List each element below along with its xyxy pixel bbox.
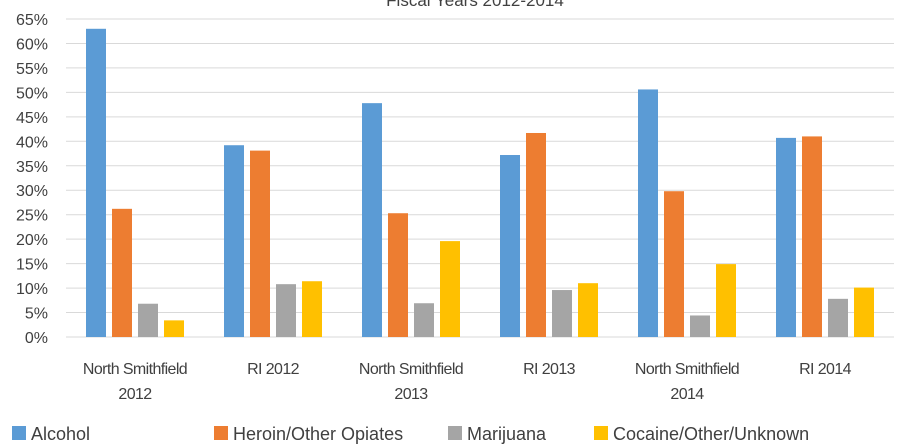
- y-tick-label: 40%: [16, 134, 48, 151]
- y-tick-label: 65%: [16, 12, 48, 29]
- x-category-label: North Smithfield 2013: [359, 361, 463, 403]
- bar-marijuana: [828, 298, 848, 337]
- chart-title: Fiscal Years 2012-2014: [386, 0, 564, 10]
- y-tick-label: 35%: [16, 159, 48, 176]
- bar-heroin-other-opiates: [526, 132, 546, 337]
- y-tick-label: 60%: [16, 36, 48, 53]
- bar-marijuana: [276, 284, 296, 337]
- bar-marijuana: [138, 303, 158, 337]
- y-tick-label: 50%: [16, 85, 48, 102]
- bar-cocaine-other-unknown: [164, 320, 184, 337]
- legend-label: Alcohol: [31, 424, 90, 444]
- bar-cocaine-other-unknown: [578, 283, 598, 337]
- y-tick-label: 45%: [16, 110, 48, 127]
- bar-alcohol: [638, 89, 658, 337]
- y-tick-label: 10%: [16, 281, 48, 298]
- legend: Alcohol Heroin/Other Opiates Marijuana Coca…: [12, 424, 809, 444]
- bar-marijuana: [690, 315, 710, 337]
- legend-swatch: [594, 426, 608, 440]
- bars: [86, 28, 874, 338]
- x-category-label: RI 2013: [523, 361, 576, 378]
- x-category-label: RI 2014: [799, 361, 852, 378]
- y-axis-tick-labels: 0% 5% 10% 15% 20% 25% 30% 35% 40% 45% 50% 55% 60% 65%: [16, 12, 48, 347]
- x-category-label: North Smithfield 2012: [83, 361, 187, 403]
- x-category-label: RI 2012: [247, 361, 300, 378]
- legend-label: Marijuana: [467, 424, 547, 444]
- bar-heroin-other-opiates: [112, 208, 132, 337]
- legend-swatch: [12, 426, 26, 440]
- legend-swatch: [214, 426, 228, 440]
- bar-marijuana: [552, 290, 572, 337]
- legend-label: Heroin/Other Opiates: [233, 424, 403, 444]
- bar-heroin-other-opiates: [250, 150, 270, 337]
- gridlines: [66, 18, 894, 338]
- y-tick-label: 30%: [16, 183, 48, 200]
- bar-cocaine-other-unknown: [302, 281, 322, 337]
- bar-heroin-other-opiates: [802, 136, 822, 337]
- x-axis-category-labels: North Smithfield 2012 RI 2012 North Smithfi…: [83, 361, 852, 403]
- bar-alcohol: [776, 137, 796, 337]
- bar-alcohol: [362, 103, 382, 337]
- bar-alcohol: [86, 28, 106, 338]
- y-tick-label: 15%: [16, 257, 48, 274]
- legend-label: Cocaine/Other/Unknown: [613, 424, 809, 444]
- x-category-label: North Smithfield 2014: [635, 361, 739, 403]
- y-tick-label: 5%: [25, 306, 48, 323]
- bar-heroin-other-opiates: [388, 213, 408, 337]
- bar-alcohol: [224, 145, 244, 337]
- y-tick-label: 55%: [16, 61, 48, 78]
- bar-cocaine-other-unknown: [440, 241, 460, 337]
- legend-swatch: [448, 426, 462, 440]
- bar-cocaine-other-unknown: [854, 287, 874, 337]
- bar-heroin-other-opiates: [664, 191, 684, 337]
- y-tick-label: 20%: [16, 232, 48, 249]
- y-tick-label: 0%: [25, 330, 48, 347]
- bar-marijuana: [414, 303, 434, 337]
- bar-cocaine-other-unknown: [716, 264, 736, 337]
- bar-alcohol: [500, 155, 520, 337]
- y-tick-label: 25%: [16, 208, 48, 225]
